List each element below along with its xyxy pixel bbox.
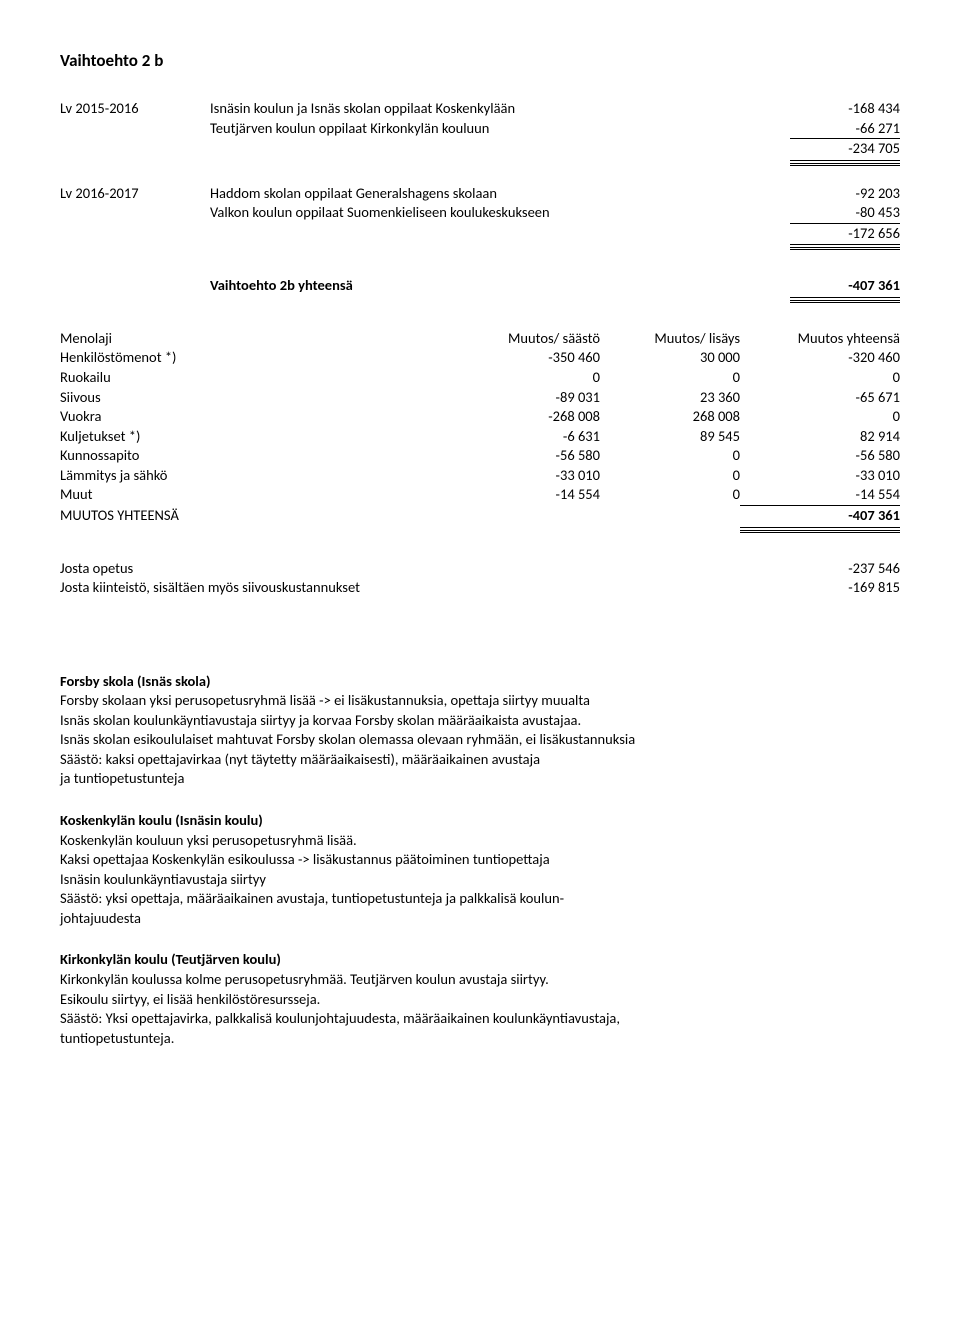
table-cell: 0 bbox=[740, 407, 900, 427]
table-cell: Lämmitys ja sähkö bbox=[60, 466, 460, 486]
table-cell: Ruokailu bbox=[60, 368, 460, 388]
table-row: Kunnossapito-56 5800-56 580 bbox=[60, 446, 900, 466]
table-row: Muut-14 5540-14 554 bbox=[60, 485, 900, 505]
summary-row: Josta opetus -237 546 bbox=[60, 559, 900, 579]
table-cell: 30 000 bbox=[600, 348, 740, 368]
table-cell: -65 671 bbox=[740, 388, 900, 408]
lv-row-2b: Valkon koulun oppilaat Suomenkieliseen k… bbox=[60, 203, 900, 223]
th: Menolaji bbox=[60, 329, 460, 349]
summary-label: Josta opetus bbox=[60, 559, 460, 579]
section-line: ja tuntiopetustunteja bbox=[60, 769, 900, 789]
subtotal-val: -234 705 bbox=[790, 139, 900, 159]
table-cell: -268 008 bbox=[460, 407, 600, 427]
table-row: Kuljetukset *)-6 63189 54582 914 bbox=[60, 427, 900, 447]
lv-row-1b: Teutjärven koulun oppilaat Kirkonkylän k… bbox=[60, 119, 900, 139]
table-cell: 0 bbox=[600, 446, 740, 466]
section-line: Säästö: Yksi opettajavirka, palkkalisä k… bbox=[60, 1009, 900, 1029]
table-cell: 82 914 bbox=[740, 427, 900, 447]
table-cell: Vuokra bbox=[60, 407, 460, 427]
table-header: Menolaji Muutos/ säästö Muutos/ lisäys M… bbox=[60, 329, 900, 349]
subtotal-row: -172 656 bbox=[60, 224, 900, 244]
table-row: Siivous-89 03123 360-65 671 bbox=[60, 388, 900, 408]
table-cell: -56 580 bbox=[740, 446, 900, 466]
grand-total-row: Vaihtoehto 2b yhteensä -407 361 bbox=[60, 276, 900, 296]
summary-val: -169 815 bbox=[740, 578, 900, 598]
line-val: -80 453 bbox=[790, 203, 900, 223]
section-title: Kirkonkylän koulu (Teutjärven koulu) bbox=[60, 950, 900, 970]
line-label: Isnäsin koulun ja Isnäs skolan oppilaat … bbox=[210, 99, 790, 119]
section-line: Säästö: yksi opettaja, määräaikainen avu… bbox=[60, 889, 900, 909]
section-line: johtajuudesta bbox=[60, 909, 900, 929]
subtotal-val: -172 656 bbox=[790, 224, 900, 244]
section-line: Forsby skolaan yksi perusopetusryhmä lis… bbox=[60, 691, 900, 711]
table-total-label: MUUTOS YHTEENSÄ bbox=[60, 506, 460, 526]
section-title: Forsby skola (Isnäs skola) bbox=[60, 672, 900, 692]
section-title: Koskenkylän koulu (Isnäsin koulu) bbox=[60, 811, 900, 831]
table-cell: -350 460 bbox=[460, 348, 600, 368]
lv-row-1: Lv 2015-2016 Isnäsin koulun ja Isnäs sko… bbox=[60, 99, 900, 119]
table-cell: 268 008 bbox=[600, 407, 740, 427]
lv-label: Lv 2015-2016 bbox=[60, 99, 210, 119]
table-row: Henkilöstömenot *)-350 46030 000-320 460 bbox=[60, 348, 900, 368]
section-line: Säästö: kaksi opettajavirkaa (nyt täytet… bbox=[60, 750, 900, 770]
table-row: Ruokailu000 bbox=[60, 368, 900, 388]
th: Muutos/ säästö bbox=[460, 329, 600, 349]
table-row: Vuokra-268 008268 0080 bbox=[60, 407, 900, 427]
section-line: Isnäs skolan esikoululaiset mahtuvat For… bbox=[60, 730, 900, 750]
section-line: tuntiopetustunteja. bbox=[60, 1029, 900, 1049]
summary-row: Josta kiinteistö, sisältäen myös siivous… bbox=[60, 578, 900, 598]
summary-label: Josta kiinteistö, sisältäen myös siivous… bbox=[60, 578, 460, 598]
table-cell: Henkilöstömenot *) bbox=[60, 348, 460, 368]
table-cell: 0 bbox=[600, 368, 740, 388]
table-total-row: MUUTOS YHTEENSÄ -407 361 bbox=[60, 506, 900, 526]
table-cell: Kuljetukset *) bbox=[60, 427, 460, 447]
section-line: Kaksi opettajaa Koskenkylän esikoulussa … bbox=[60, 850, 900, 870]
table-cell: -6 631 bbox=[460, 427, 600, 447]
table-total-val: -407 361 bbox=[740, 506, 900, 526]
subtotal-row: -234 705 bbox=[60, 139, 900, 159]
section-line: Isnäs skolan koulunkäyntiavustaja siirty… bbox=[60, 711, 900, 731]
table-cell: 89 545 bbox=[600, 427, 740, 447]
table-cell: 0 bbox=[740, 368, 900, 388]
table-cell: 0 bbox=[460, 368, 600, 388]
section-line: Esikoulu siirtyy, ei lisää henkilöstöres… bbox=[60, 990, 900, 1010]
line-label: Teutjärven koulun oppilaat Kirkonkylän k… bbox=[210, 119, 790, 139]
table-row: Lämmitys ja sähkö-33 0100-33 010 bbox=[60, 466, 900, 486]
grand-val: -407 361 bbox=[790, 276, 900, 296]
table-cell: -14 554 bbox=[460, 485, 600, 505]
section-line: Koskenkylän kouluun yksi perusopetusryhm… bbox=[60, 831, 900, 851]
line-val: -66 271 bbox=[790, 119, 900, 139]
page-title: Vaihtoehto 2 b bbox=[60, 50, 900, 73]
line-label: Valkon koulun oppilaat Suomenkieliseen k… bbox=[210, 203, 790, 223]
table-cell: -33 010 bbox=[460, 466, 600, 486]
table-cell: -56 580 bbox=[460, 446, 600, 466]
th: Muutos yhteensä bbox=[740, 329, 900, 349]
table-cell: -320 460 bbox=[740, 348, 900, 368]
lv-row-2: Lv 2016-2017 Haddom skolan oppilaat Gene… bbox=[60, 184, 900, 204]
table-cell: -89 031 bbox=[460, 388, 600, 408]
table-cell: Kunnossapito bbox=[60, 446, 460, 466]
section-line: Kirkonkylän koulussa kolme perusopetusry… bbox=[60, 970, 900, 990]
table-cell: Siivous bbox=[60, 388, 460, 408]
section-line: Isnäsin koulunkäyntiavustaja siirtyy bbox=[60, 870, 900, 890]
table-cell: -14 554 bbox=[740, 485, 900, 505]
th: Muutos/ lisäys bbox=[600, 329, 740, 349]
line-val: -92 203 bbox=[790, 184, 900, 204]
table-cell: 0 bbox=[600, 466, 740, 486]
summary-val: -237 546 bbox=[740, 559, 900, 579]
table-cell: Muut bbox=[60, 485, 460, 505]
line-val: -168 434 bbox=[790, 99, 900, 119]
grand-label: Vaihtoehto 2b yhteensä bbox=[210, 276, 790, 296]
table-cell: 23 360 bbox=[600, 388, 740, 408]
table-cell: 0 bbox=[600, 485, 740, 505]
table-cell: -33 010 bbox=[740, 466, 900, 486]
line-label: Haddom skolan oppilaat Generalshagens sk… bbox=[210, 184, 790, 204]
lv-label: Lv 2016-2017 bbox=[60, 184, 210, 204]
